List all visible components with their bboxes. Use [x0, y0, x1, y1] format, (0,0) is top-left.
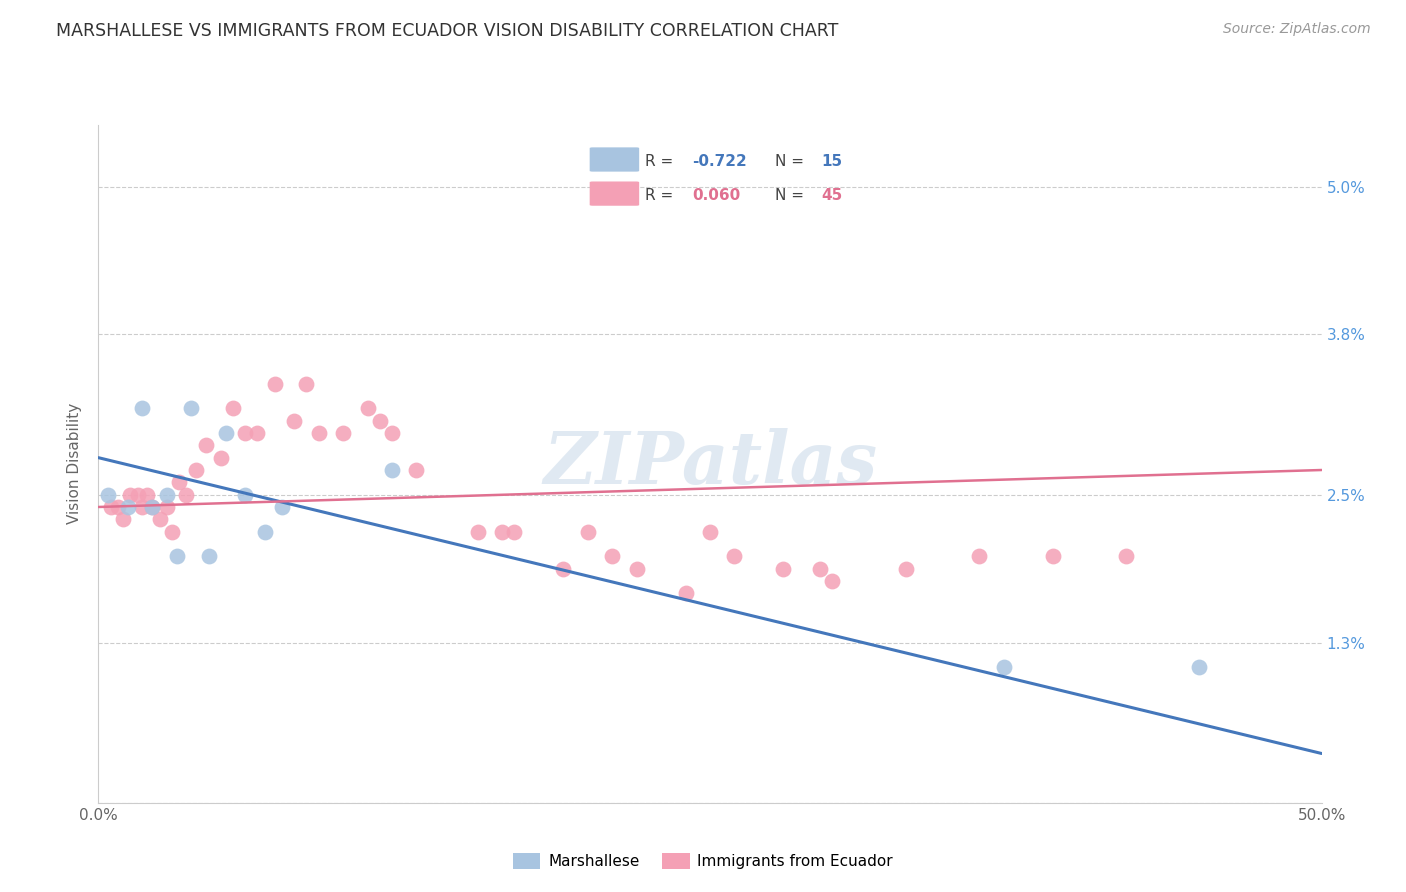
Point: [100, 500, 122, 514]
Point: [176, 488, 198, 502]
Point: [576, 524, 599, 539]
Point: [141, 500, 163, 514]
Point: [97, 488, 120, 502]
Text: R =: R =: [645, 153, 679, 169]
Point: [808, 561, 831, 575]
FancyBboxPatch shape: [589, 181, 640, 206]
Point: [180, 401, 202, 416]
Point: [160, 524, 183, 539]
Point: [120, 488, 142, 502]
Point: [821, 574, 844, 588]
Point: [107, 500, 129, 514]
Point: [626, 561, 648, 575]
Legend: Marshallese, Immigrants from Ecuador: Marshallese, Immigrants from Ecuador: [506, 847, 900, 875]
Point: [332, 425, 354, 440]
Point: [381, 425, 404, 440]
Point: [356, 401, 378, 416]
Text: -0.722: -0.722: [692, 153, 747, 169]
Point: [381, 463, 404, 477]
Point: [772, 561, 794, 575]
Point: [246, 425, 269, 440]
Point: [405, 463, 427, 477]
Text: ZIPatlas: ZIPatlas: [543, 428, 877, 500]
Text: R =: R =: [645, 187, 679, 202]
Point: [195, 438, 218, 452]
Point: [263, 376, 285, 391]
Point: [368, 414, 391, 428]
Point: [209, 450, 232, 465]
Point: [222, 401, 245, 416]
Y-axis label: Vision Disability: Vision Disability: [67, 403, 83, 524]
Point: [127, 488, 149, 502]
Point: [1042, 549, 1064, 564]
Point: [167, 475, 190, 490]
Point: [117, 500, 139, 514]
Point: [136, 488, 159, 502]
Point: [156, 500, 179, 514]
Point: [270, 500, 294, 514]
Point: [467, 524, 489, 539]
Point: [166, 549, 188, 564]
Point: [553, 561, 575, 575]
Point: [675, 586, 697, 600]
Point: [491, 524, 513, 539]
FancyBboxPatch shape: [589, 147, 640, 171]
Point: [283, 414, 305, 428]
Point: [197, 549, 219, 564]
Point: [233, 488, 256, 502]
Text: 15: 15: [821, 153, 842, 169]
Point: [1115, 549, 1137, 564]
Point: [253, 524, 276, 539]
Point: [111, 512, 134, 526]
Text: N =: N =: [775, 153, 808, 169]
Point: [503, 524, 526, 539]
Point: [233, 425, 256, 440]
Point: [600, 549, 623, 564]
Point: [1188, 660, 1211, 674]
Point: [894, 561, 917, 575]
Point: [214, 425, 236, 440]
Point: [149, 512, 172, 526]
Text: MARSHALLESE VS IMMIGRANTS FROM ECUADOR VISION DISABILITY CORRELATION CHART: MARSHALLESE VS IMMIGRANTS FROM ECUADOR V…: [56, 22, 838, 40]
Text: 0.060: 0.060: [692, 187, 740, 202]
Point: [308, 425, 330, 440]
Point: [967, 549, 990, 564]
Point: [699, 524, 721, 539]
Point: [141, 500, 163, 514]
Text: N =: N =: [775, 187, 808, 202]
Point: [295, 376, 318, 391]
Point: [186, 463, 208, 477]
Point: [993, 660, 1015, 674]
Point: [131, 500, 153, 514]
Point: [131, 401, 153, 416]
Point: [723, 549, 745, 564]
Point: [156, 488, 179, 502]
Text: 45: 45: [821, 187, 844, 202]
Text: Source: ZipAtlas.com: Source: ZipAtlas.com: [1223, 22, 1371, 37]
